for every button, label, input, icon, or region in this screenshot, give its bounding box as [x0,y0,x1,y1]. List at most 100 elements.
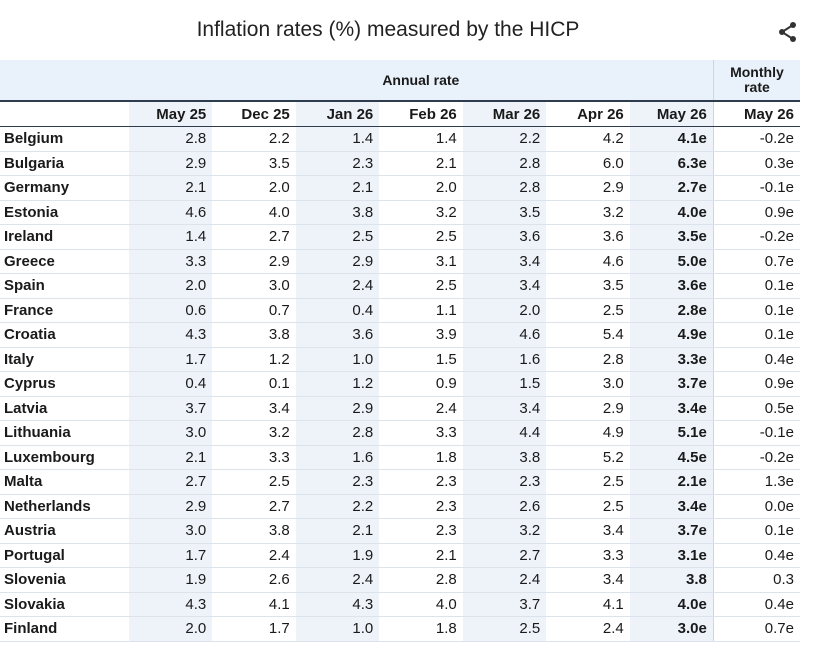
table-cell: 2.2 [462,126,547,152]
table-cell: 6.0 [546,151,630,176]
table-cell: 4.3 [295,592,380,617]
table-cell: 2.5 [546,469,630,495]
table-cell: 3.3 [546,543,630,568]
column-header: May 25 [128,101,213,127]
table-cell: 2.5 [379,273,463,299]
country-name: Slovenia [0,567,129,593]
table-cell: 3.2 [546,200,630,225]
column-header: May 26 [712,101,800,127]
table-cell: 2.8e [629,298,714,323]
table-cell: 0.6 [128,298,213,323]
table-cell: 2.0 [128,616,213,642]
country-name: Croatia [0,322,129,348]
column-header: Apr 26 [546,101,630,127]
table-cell: 1.2 [295,371,380,397]
table-cell: 3.7 [128,396,213,421]
table-cell: 1.8 [379,445,463,470]
column-header: Mar 26 [462,101,547,127]
table-cell: 1.4 [379,126,463,152]
table-row: Italy 1.7 1.2 1.0 1.5 1.6 2.8 3.3e 0.4e [0,347,800,372]
table-cell: 2.8 [295,420,380,446]
table-cell: 4.5e [629,445,714,470]
table-cell: 2.8 [462,175,547,201]
table-cell: 0.7e [712,616,800,642]
table-cell: 2.0 [212,175,296,201]
table-cell: 2.6 [462,494,547,519]
table-cell: 0.4e [712,347,800,372]
table-cell: 3.4 [462,273,547,299]
table-row: Latvia 3.7 3.4 2.9 2.4 3.4 2.9 3.4e 0.5e [0,396,800,421]
country-name: Austria [0,518,129,544]
table-cell: 3.9 [379,322,463,348]
table-cell: 3.6 [295,322,380,348]
table-cell: 6.3e [629,151,714,176]
table-row: Spain 2.0 3.0 2.4 2.5 3.4 3.5 3.6e 0.1e [0,273,800,299]
table-cell: 0.7 [212,298,296,323]
corner-cell [0,60,129,102]
table-cell: 1.0 [295,616,380,642]
table-cell: 2.8 [128,126,213,152]
table-cell: 3.6 [462,224,547,250]
table-cell: 3.4 [462,396,547,421]
country-name: Cyprus [0,371,129,397]
table-cell: 3.2 [212,420,296,446]
table-cell: 3.4 [212,396,296,421]
table-cell: 2.1 [379,543,463,568]
table-cell: 1.9 [128,567,213,593]
table-cell: 2.3 [295,151,380,176]
table-row: France 0.6 0.7 0.4 1.1 2.0 2.5 2.8e 0.1e [0,298,800,323]
table-cell: 1.4 [295,126,380,152]
column-header: Jan 26 [295,101,380,127]
country-header [0,101,129,127]
table-cell: 0.1e [712,518,800,544]
country-name: Latvia [0,396,129,421]
table-cell: 2.8 [379,567,463,593]
table-cell: 3.4 [546,567,630,593]
table-cell: 2.9 [212,249,296,274]
table-cell: 4.0 [212,200,296,225]
table-cell: 4.1 [212,592,296,617]
table-cell: 2.7 [462,543,547,568]
table-row: Austria 3.0 3.8 2.1 2.3 3.2 3.4 3.7e 0.1e [0,518,800,544]
table-cell: 2.4 [295,567,380,593]
table-cell: 2.8 [546,347,630,372]
table-cell: -0.2e [712,126,800,152]
table-cell: -0.1e [712,420,800,446]
table-cell: 3.0e [629,616,714,642]
table-cell: 1.5 [462,371,547,397]
table-cell: 0.4e [712,592,800,617]
table-cell: 3.0 [212,273,296,299]
table-cell: 3.5 [462,200,547,225]
table-cell: 4.6 [128,200,213,225]
table-cell: 4.3 [128,322,213,348]
table-cell: 3.5 [546,273,630,299]
table-cell: 3.8 [295,200,380,225]
table-cell: 2.1 [128,175,213,201]
country-name: Bulgaria [0,151,129,176]
monthly-rate-header: Monthly rate [712,60,800,102]
table-cell: 3.6e [629,273,714,299]
table-cell: 1.4 [128,224,213,250]
table-cell: 2.0 [128,273,213,299]
table-cell: 3.1 [379,249,463,274]
table-cell: 2.7 [212,224,296,250]
table-cell: 0.9e [712,200,800,225]
table-cell: 0.1e [712,322,800,348]
table-cell: 0.5e [712,396,800,421]
table-row: Belgium 2.8 2.2 1.4 1.4 2.2 4.2 4.1e -0.2e [0,126,800,152]
column-header: May 26 [629,101,714,127]
table-cell: 1.1 [379,298,463,323]
table-cell: 4.9e [629,322,714,348]
table-cell: 1.7 [212,616,296,642]
table-cell: 4.2 [546,126,630,152]
table-cell: 2.5 [546,298,630,323]
table-cell: 0.3e [712,151,800,176]
table-cell: 2.5 [462,616,547,642]
table-cell: 3.0 [128,420,213,446]
table-cell: 3.0 [128,518,213,544]
country-name: Belgium [0,126,129,152]
table-row: Netherlands 2.9 2.7 2.2 2.3 2.6 2.5 3.4e 0.0e [0,494,800,519]
share-icon[interactable] [776,20,800,44]
table-row: Finland 2.0 1.7 1.0 1.8 2.5 2.4 3.0e 0.7e [0,616,800,642]
table-cell: 3.8 [629,567,714,593]
